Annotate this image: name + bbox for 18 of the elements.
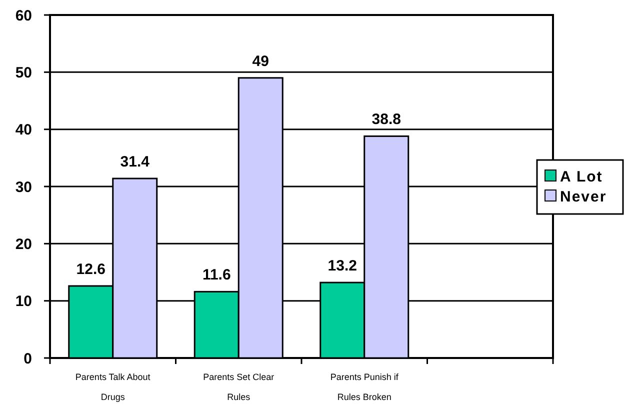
y-tick-label: 10 (15, 293, 32, 310)
data-label: 13.2 (328, 258, 357, 275)
y-tick-label: 0 (24, 350, 32, 368)
x-tick-label: Parents Punish if Rules Broken (330, 372, 399, 402)
data-label: 49 (252, 52, 269, 70)
data-label: 11.6 (202, 266, 231, 284)
data-label: 12.6 (76, 260, 106, 278)
data-label: 38.8 (372, 111, 401, 128)
y-tick-label: 20 (15, 236, 32, 253)
y-tick-label: 30 (15, 178, 32, 196)
y-tick-label: 40 (15, 122, 32, 139)
legend-label: Never (560, 188, 607, 206)
legend-label: A Lot (560, 168, 603, 186)
x-tick-label: Parents Set Clear Rules (203, 372, 274, 402)
x-tick-label: Parents Talk About Drugs (75, 372, 151, 402)
y-tick-label: 60 (15, 7, 32, 24)
y-tick-label: 50 (15, 64, 32, 82)
data-label: 31.4 (120, 153, 150, 170)
